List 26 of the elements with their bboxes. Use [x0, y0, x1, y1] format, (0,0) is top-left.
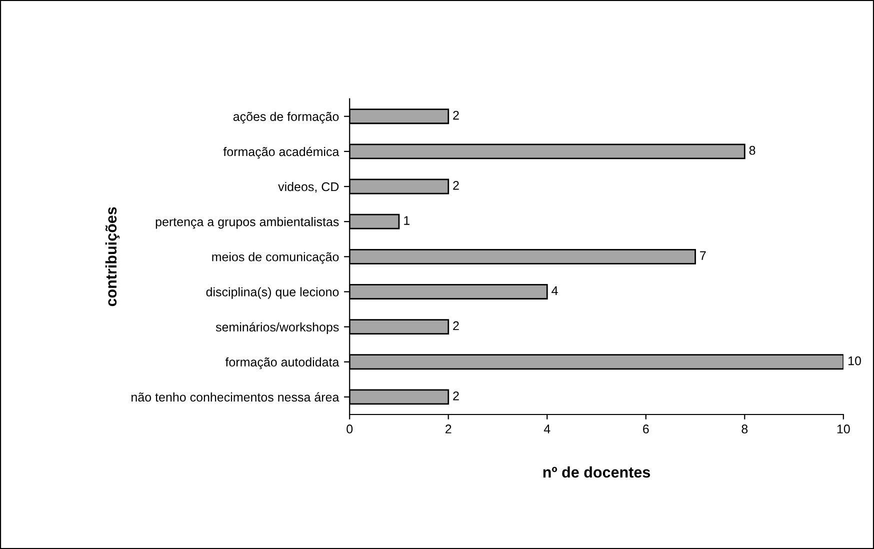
x-axis-title: nº de docentes [543, 466, 650, 478]
y-tick-label: videos, CD [278, 182, 339, 193]
y-tick-label: pertença a grupos ambientalistas [156, 217, 339, 229]
data-label: 4 [552, 286, 558, 295]
y-axis-title: contribuições [105, 207, 120, 306]
y-tick-label: formação autodidata [225, 357, 340, 370]
y-tick-label: meios de comunicação [212, 252, 339, 264]
x-tick-label: 10 [837, 424, 850, 434]
data-label: 2 [453, 110, 459, 120]
x-tick-label: 8 [742, 424, 748, 434]
x-tick-label: 6 [643, 424, 649, 434]
data-label: 2 [453, 181, 459, 190]
data-label: 2 [453, 321, 459, 330]
data-label: 2 [453, 391, 459, 400]
y-tick-label: ações de formação [233, 112, 339, 124]
y-tick-label: seminários/workshops [216, 322, 339, 334]
y-tick-label: não tenho conhecimentos nessa área [132, 392, 340, 402]
x-tick-label: 4 [544, 424, 550, 434]
y-tick-label: disciplina(s) que leciono [206, 287, 339, 299]
x-tick-label: 2 [446, 424, 452, 434]
data-label: 8 [749, 146, 756, 155]
data-label: 1 [404, 216, 410, 225]
y-tick-label: formação académica [223, 146, 340, 159]
x-tick-label: 0 [346, 424, 353, 434]
data-label: 7 [700, 251, 706, 260]
data-label: 10 [848, 356, 861, 366]
